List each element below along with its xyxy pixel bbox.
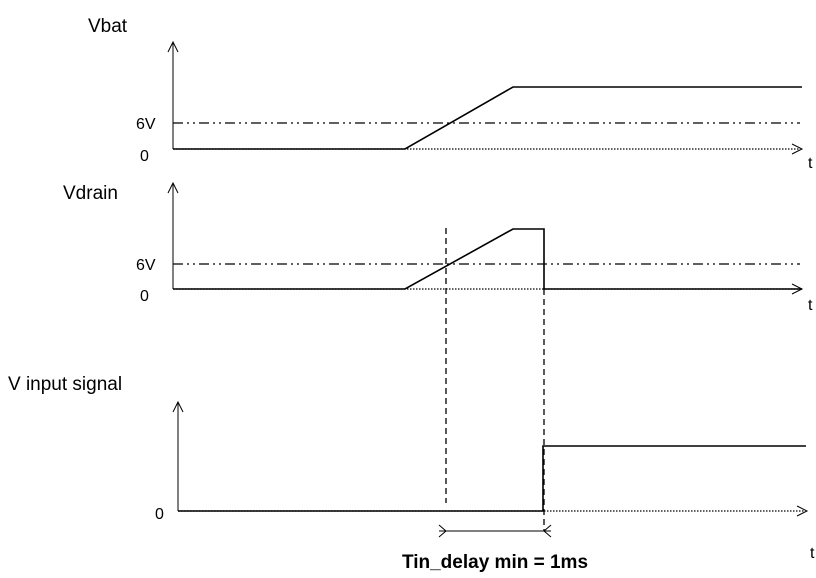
vinput-y-arrow-icon [172, 400, 184, 413]
vbat-6v-label: 6V [136, 116, 156, 133]
vdrain-t-label: t [808, 297, 813, 314]
vinput-panel: V input signal 0 t [8, 374, 815, 562]
vbat-t-arrow-icon [791, 143, 804, 155]
vbat-panel: Vbat 6V 0 t [88, 16, 813, 172]
vinput-zero-label: 0 [155, 506, 164, 523]
vinput-waveform [178, 445, 806, 512]
vinput-title: V input signal [8, 374, 122, 395]
vdrain-waveform [173, 228, 802, 290]
delay-end-arrow-icon [543, 524, 552, 538]
vdrain-y-arrow-icon [167, 181, 179, 194]
delay-start-arrow-icon [438, 524, 447, 538]
vbat-waveform [173, 86, 802, 150]
vdrain-panel: Vdrain 6V 0 t [63, 181, 813, 314]
timing-markers: Tin_delay min = 1ms [402, 228, 588, 573]
vbat-y-arrow-icon [167, 40, 179, 53]
vinput-t-arrow-icon [796, 505, 809, 517]
vbat-t-label: t [808, 155, 813, 172]
vinput-t-label: t [810, 545, 815, 562]
vdrain-6v-label: 6V [136, 257, 156, 274]
vbat-title: Vbat [88, 16, 128, 37]
vdrain-zero-label: 0 [140, 288, 149, 305]
delay-caption: Tin_delay min = 1ms [402, 552, 588, 573]
vdrain-title: Vdrain [63, 183, 118, 204]
vbat-zero-label: 0 [140, 148, 149, 165]
